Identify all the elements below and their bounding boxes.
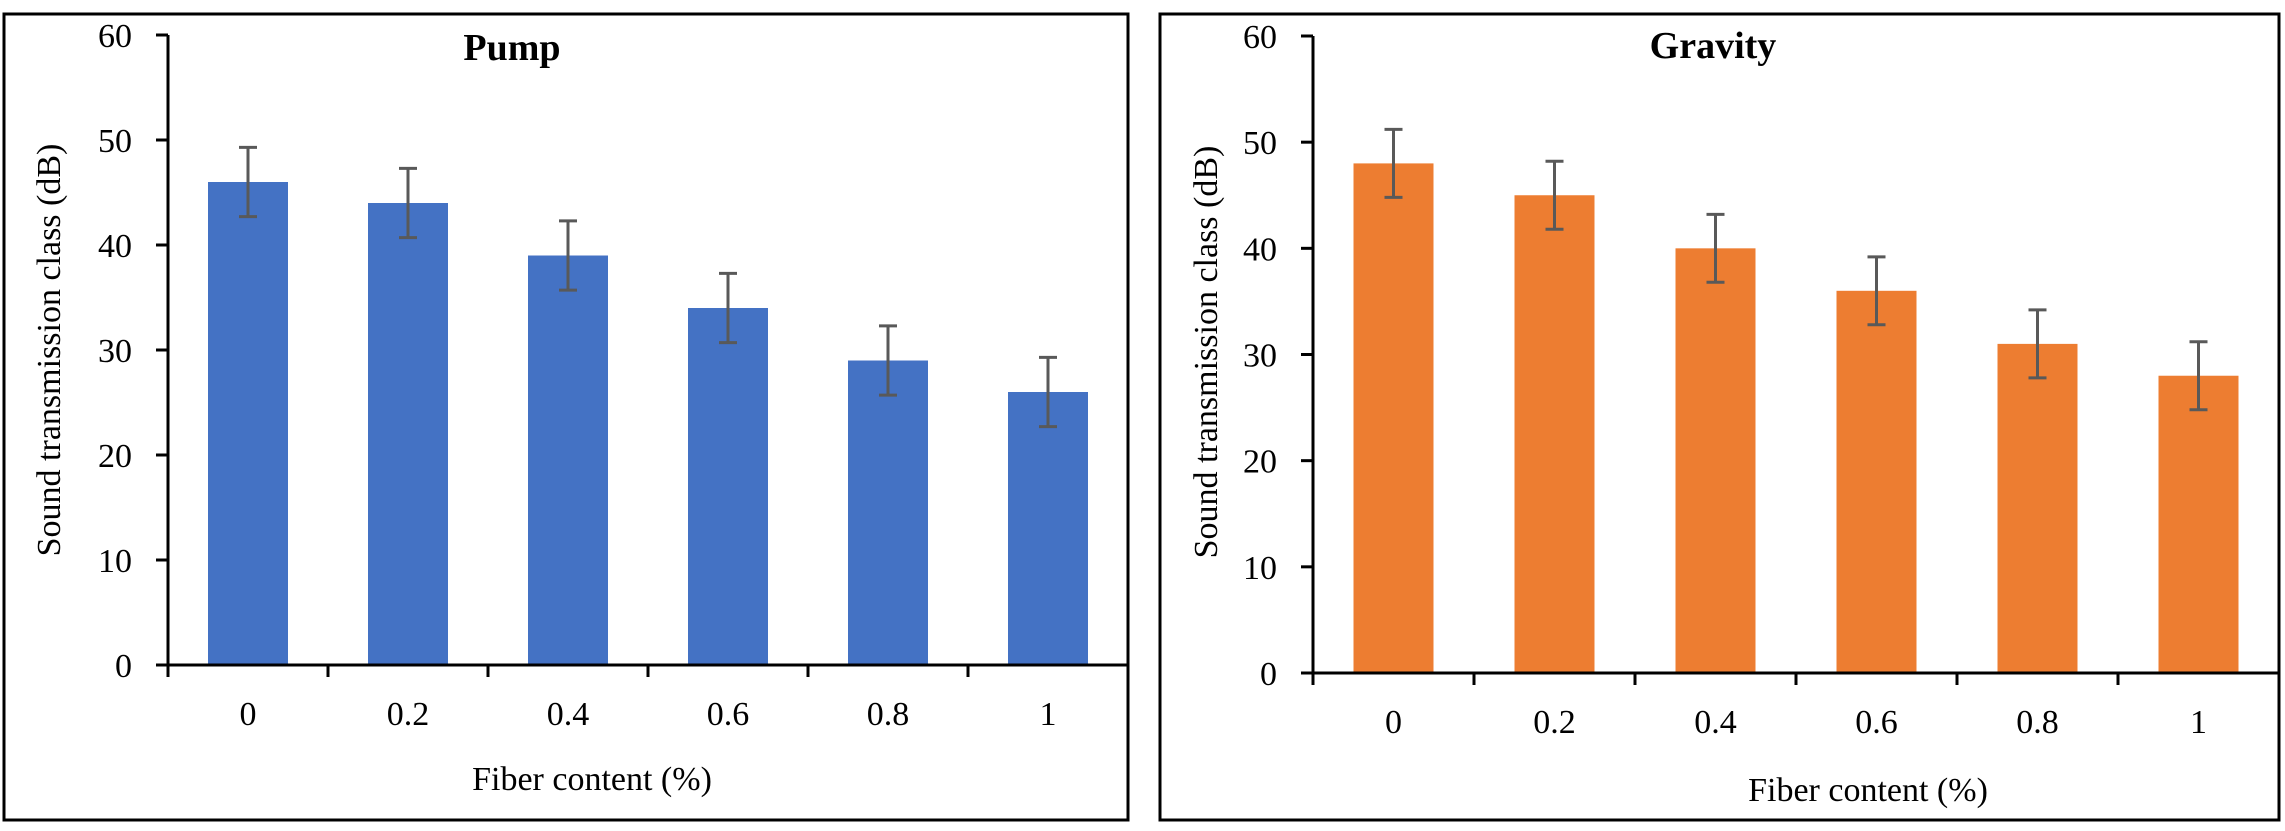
y-tick-label: 60 (1243, 19, 1277, 56)
y-tick-label: 0 (115, 648, 132, 685)
chart-title: Gravity (1650, 25, 1777, 67)
x-tick-label: 1 (1040, 696, 1057, 733)
bar (2159, 376, 2239, 673)
y-tick-label: 10 (1243, 550, 1277, 587)
y-tick-label: 50 (98, 123, 132, 160)
y-tick-label: 10 (98, 543, 132, 580)
x-tick-label: 0 (240, 696, 257, 733)
y-tick-label: 20 (98, 438, 132, 475)
bar (1515, 195, 1595, 673)
y-axis-title: Sound transmission class (dB) (1188, 146, 1225, 559)
y-tick-label: 40 (98, 228, 132, 265)
x-tick-label: 0 (1385, 704, 1402, 741)
y-tick-label: 60 (98, 18, 132, 55)
bar (1008, 392, 1088, 665)
bar (688, 308, 768, 665)
bar (1354, 163, 1434, 673)
bar (1837, 291, 1917, 673)
chart-title: Pump (463, 27, 560, 69)
bar (208, 182, 288, 665)
x-tick-label: 1 (2190, 704, 2207, 741)
x-tick-label: 0.4 (1694, 704, 1737, 741)
x-tick-label: 0.8 (867, 696, 910, 733)
y-tick-label: 30 (1243, 338, 1277, 375)
y-axis-title: Sound transmission class (dB) (31, 144, 68, 557)
x-tick-label: 0.2 (387, 696, 430, 733)
y-tick-label: 40 (1243, 231, 1277, 268)
x-tick-label: 0.4 (547, 696, 590, 733)
x-tick-label: 0.6 (707, 696, 750, 733)
x-axis-title: Fiber content (%) (472, 761, 712, 798)
chart-panel-gravity: 0 10 20 30 40 50 60 0 0.2 0.4 0.6 0.8 1 … (1160, 14, 2279, 820)
x-tick-label: 0.8 (2016, 704, 2059, 741)
bar (368, 203, 448, 665)
y-tick-label: 30 (98, 333, 132, 370)
x-tick-label: 0.6 (1855, 704, 1898, 741)
figure: 0 10 20 30 40 50 60 0 0.2 0.4 0.6 0.8 1 … (0, 0, 2285, 831)
bar (528, 256, 608, 666)
y-tick-label: 0 (1260, 656, 1277, 693)
bar (848, 361, 928, 666)
bar (1998, 344, 2078, 673)
y-tick-label: 50 (1243, 125, 1277, 162)
chart-panel-pump: 0 10 20 30 40 50 60 0 0.2 0.4 0.6 0.8 1 … (4, 14, 1128, 820)
bar (1676, 248, 1756, 673)
x-tick-label: 0.2 (1533, 704, 1576, 741)
x-axis-title: Fiber content (%) (1748, 772, 1988, 809)
y-tick-label: 20 (1243, 444, 1277, 481)
